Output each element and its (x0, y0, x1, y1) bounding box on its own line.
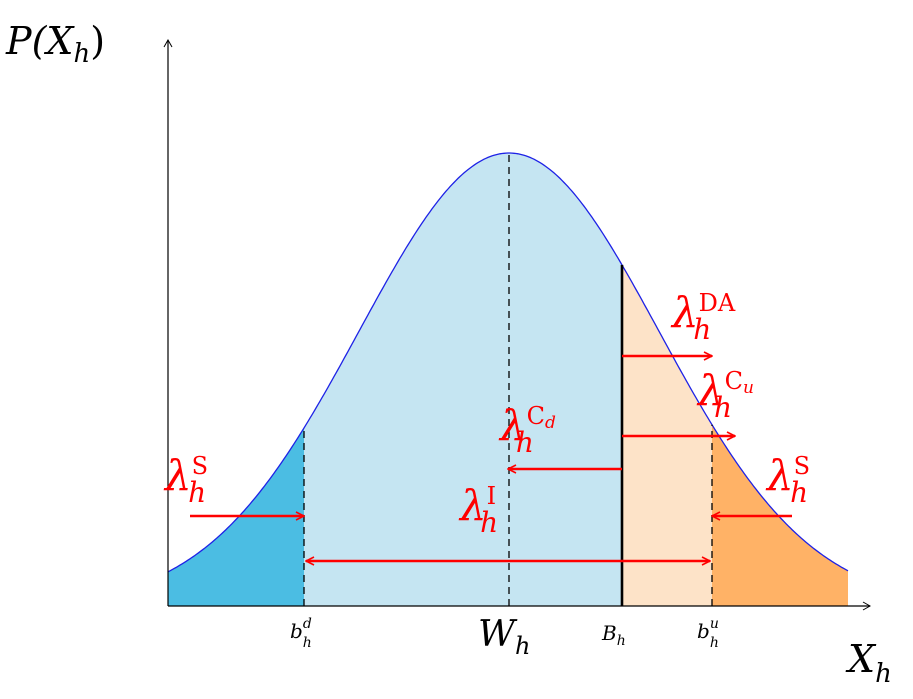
direct-access-label: λDA h (670, 288, 736, 346)
storage-right-label: λS h (765, 451, 810, 509)
c-down-label: λCd h (498, 401, 556, 459)
intraday-label: λI h (458, 481, 498, 539)
storage-left-label: λS h (163, 451, 208, 509)
w-tick-label: Wh (478, 614, 530, 660)
right-tail-area (712, 424, 848, 606)
x-axis-label: Xh (845, 637, 892, 689)
b-d-tick-label: bd h (290, 616, 312, 651)
y-axis-label: P(Xh) (5, 19, 105, 69)
b-u-tick-label: bu h (697, 616, 719, 651)
c-up-label: λCu h (696, 366, 754, 424)
left-tail-area (168, 428, 304, 606)
b-tick-label: Bh (601, 621, 626, 649)
central-area (304, 153, 622, 606)
density-curve (167, 152, 849, 573)
